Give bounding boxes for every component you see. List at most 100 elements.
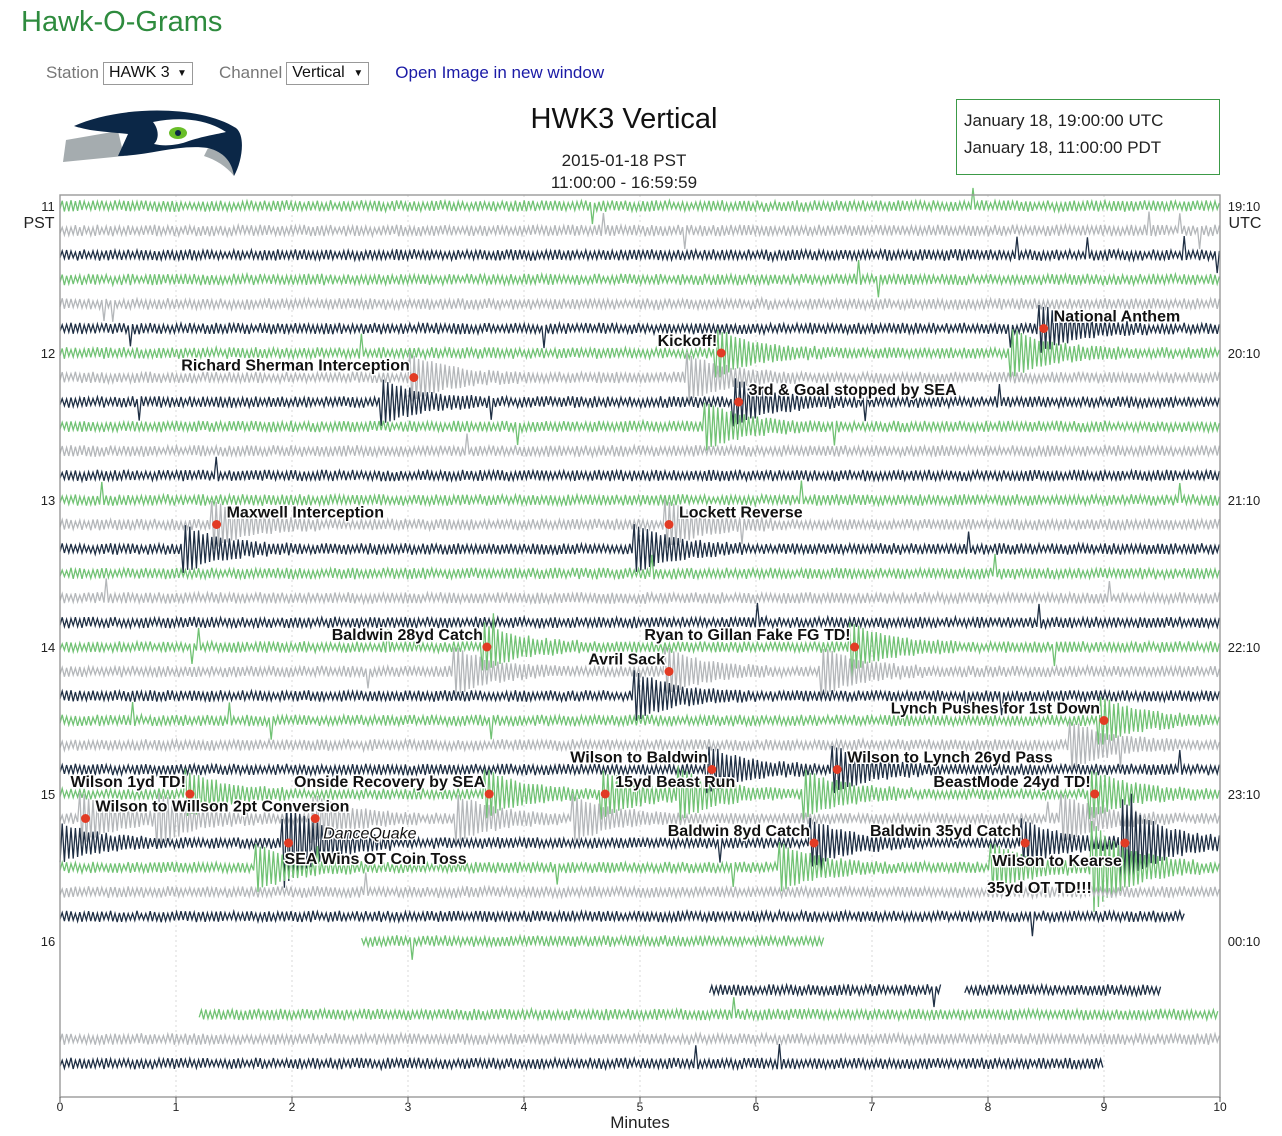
seismic-trace (59, 578, 1221, 606)
event-label: Wilson 1yd TD! (70, 774, 185, 791)
left-axis-hour-label: 11 (41, 199, 55, 214)
x-tick-label: 1 (173, 1100, 180, 1114)
seismic-trace (59, 721, 1221, 770)
event-label: Baldwin 28yd Catch (332, 627, 483, 644)
x-tick-label: 7 (869, 1100, 876, 1114)
chevron-down-icon: ▼ (353, 67, 364, 79)
x-tick-label: 6 (753, 1100, 760, 1114)
channel-select[interactable]: Vertical ▼ (286, 61, 370, 85)
left-hour-label: 14 (41, 640, 55, 655)
event-marker (1020, 838, 1030, 848)
chart-date: 2015-01-18 PST (561, 151, 687, 170)
seismic-trace (59, 908, 1185, 937)
seismic-trace (59, 402, 1221, 451)
chevron-down-icon: ▼ (177, 67, 187, 79)
seismic-trace (59, 1043, 1104, 1072)
seismic-trace (59, 820, 1221, 912)
event-label: Baldwin 8yd Catch (668, 823, 810, 840)
event-label: Lynch Pushes for 1st Down (891, 701, 1100, 718)
event-marker (850, 642, 860, 652)
seismic-trace (59, 260, 1221, 298)
seismic-trace (59, 524, 1221, 574)
left-hour-label: 12 (41, 346, 55, 361)
event-label: Wilson to Baldwin (570, 750, 708, 767)
left-hour-label: 16 (41, 934, 55, 949)
x-tick-label: 4 (521, 1100, 528, 1114)
event-marker (484, 789, 494, 799)
seismic-trace (59, 480, 1221, 508)
event-label: Richard Sherman Interception (181, 358, 410, 375)
event-label: Wilson to Kearse (992, 853, 1122, 870)
controls-bar: Station HAWK 3 ▼ Channel Vertical ▼ Open… (46, 60, 604, 86)
left-hour-label: 13 (41, 493, 55, 508)
x-tick-label: 8 (985, 1100, 992, 1114)
pdt-time: January 18, 11:00:00 PDT (964, 138, 1162, 157)
event-marker (284, 838, 294, 848)
seismic-trace (59, 872, 1221, 901)
chart-title: HWK3 Vertical (530, 103, 718, 135)
seismic-trace (59, 295, 1221, 322)
open-image-link[interactable]: Open Image in new window (395, 63, 605, 82)
seahawks-logo (58, 104, 248, 184)
seismic-trace (59, 378, 1221, 427)
channel-value: Vertical (292, 64, 345, 81)
utc-time: January 18, 19:00:00 UTC (964, 111, 1164, 130)
chart-subtitle: 2015-01-18 PST 11:00:00 - 16:59:59 (464, 150, 784, 194)
event-marker (734, 397, 744, 407)
seismic-trace (708, 982, 942, 1008)
event-marker (832, 765, 842, 774)
seismic-trace (59, 646, 1221, 697)
right-hour-label: 00:10 (1228, 934, 1261, 949)
event-marker (1039, 324, 1049, 333)
seismic-trace (59, 351, 1221, 402)
event-marker (1120, 838, 1130, 848)
station-select[interactable]: HAWK 3 ▼ (102, 61, 193, 85)
event-label: Avril Sack (588, 652, 665, 669)
event-label: 35yd OT TD!!! (987, 880, 1092, 897)
event-marker (482, 642, 492, 652)
station-value: HAWK 3 (108, 64, 170, 81)
event-marker (600, 789, 610, 799)
seismic-trace (964, 982, 1162, 998)
event-label: 3rd & Goal stopped by SEA (749, 382, 957, 399)
event-label: National Anthem (1054, 309, 1181, 326)
channel-label: Channel (218, 63, 283, 82)
event-marker (664, 667, 674, 676)
x-tick-label: 9 (1101, 1100, 1108, 1114)
right-hour-label: 22:10 (1228, 640, 1261, 655)
seismic-trace (59, 433, 1221, 459)
event-label: Wilson to Lynch 26yd Pass (847, 750, 1053, 767)
seismic-trace (59, 745, 1221, 794)
event-marker (310, 814, 320, 823)
x-tick-label: 10 (1213, 1100, 1227, 1114)
seismic-trace (59, 499, 1221, 550)
left-axis-timezone-label: PST (23, 215, 54, 232)
seismic-trace (59, 793, 1221, 890)
seismic-trace (59, 1031, 1221, 1047)
right-hour-label: 20:10 (1228, 346, 1261, 361)
right-hour-label: 23:10 (1228, 787, 1261, 802)
seismic-trace (59, 187, 1221, 225)
event-marker (185, 789, 195, 799)
event-label: Maxwell Interception (227, 505, 384, 522)
seismic-trace (59, 553, 1221, 581)
app-title: Hawk-O-Grams (21, 6, 223, 38)
event-label: Onside Recovery by SEA (294, 774, 486, 791)
chart-time-range: 11:00:00 - 16:59:59 (550, 173, 698, 192)
x-tick-label: 3 (405, 1100, 412, 1114)
x-axis-label: Minutes (610, 1113, 670, 1132)
x-tick-label: 5 (637, 1100, 644, 1114)
seismic-trace (59, 329, 1221, 378)
event-label: Lockett Reverse (679, 505, 803, 522)
event-label: Kickoff! (658, 333, 718, 350)
event-label: DanceQuake (323, 826, 416, 843)
seismic-trace (360, 933, 825, 960)
right-axis-time-label: 19:10 (1228, 199, 1261, 214)
seismic-trace (59, 670, 1221, 721)
right-hour-label: 21:10 (1228, 493, 1261, 508)
seismic-trace (59, 304, 1221, 353)
annotation-layer: National Anthem Kickoff! Richard Sherman I… (69, 307, 1182, 899)
event-marker (664, 520, 674, 529)
event-marker (716, 348, 726, 358)
